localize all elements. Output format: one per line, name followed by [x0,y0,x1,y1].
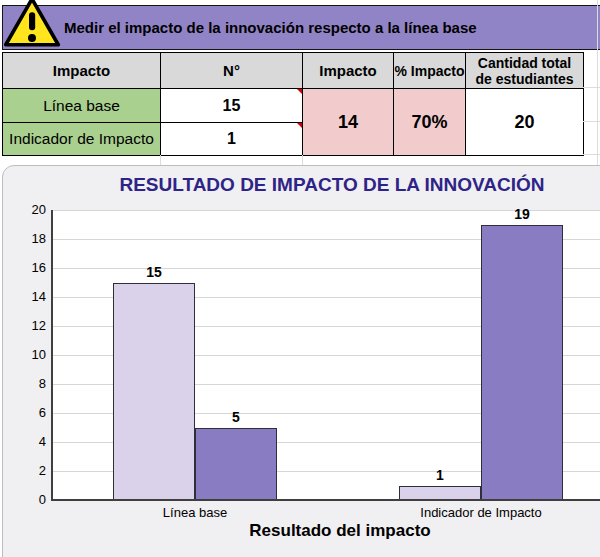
cell-indicador-impacto[interactable]: Indicador de Impacto [3,123,161,156]
category-label: Línea base [105,505,285,520]
y-tick-label: 2 [12,463,46,478]
grid-line [583,121,600,122]
y-tick-label: 10 [12,347,46,362]
header-impacto[interactable]: Impacto [3,53,161,89]
cell-total-estudiantes[interactable]: 20 [466,89,584,156]
bar-Línea base-s0 [113,283,195,501]
chart-title: RESULTADO DE IMPACTO DE LA INNOVACIÓN [52,174,600,196]
header-n[interactable]: N° [161,53,303,89]
spreadsheet-view: Medir el impacto de la innovación respec… [0,0,600,557]
cell-linea-base-n[interactable]: 15 [161,89,303,123]
y-tick-label: 14 [12,289,46,304]
cell-pct-impacto-value[interactable]: 70% [394,89,466,156]
comment-marker-icon [297,89,303,98]
cell-impacto-value[interactable]: 14 [303,89,394,156]
x-axis-line [51,499,600,501]
cell-linea-base[interactable]: Línea base [3,89,161,123]
y-tick-label: 16 [12,260,46,275]
grid-line [583,87,600,88]
banner-text: Medir el impacto de la innovación respec… [64,19,477,36]
header-pct-impacto[interactable]: % Impacto [394,53,466,89]
bar-value-label: 1 [418,467,462,483]
grid-line [302,155,303,165]
grid-line [597,0,598,165]
banner-title-cell[interactable]: Medir el impacto de la innovación respec… [2,5,600,50]
header-cantidad-total[interactable]: Cantidad total de estudiantes [466,53,584,89]
y-tick-label: 6 [12,405,46,420]
grid-line [160,155,161,165]
y-tick-label: 12 [12,318,46,333]
impact-table: Impacto N° Impacto % Impacto Cantidad to… [2,52,584,156]
warning-icon [3,0,61,51]
bar-value-label: 15 [132,264,176,280]
bar-value-label: 19 [500,206,544,222]
header-impacto-2[interactable]: Impacto [303,53,394,89]
grid-line [583,154,600,155]
bar-Indicador de Impacto-s0 [399,486,481,501]
y-tick-label: 4 [12,434,46,449]
bar-Indicador de Impacto-s1 [481,225,563,501]
y-tick-label: 8 [12,376,46,391]
bar-Línea base-s1 [195,428,277,501]
comment-marker-icon [297,123,303,132]
y-tick-label: 20 [12,202,46,217]
x-axis-title: Resultado del impacto [52,521,600,541]
y-tick-label: 0 [12,492,46,507]
y-tick-label: 18 [12,231,46,246]
category-label: Indicador de Impacto [391,505,571,520]
bar-value-label: 5 [214,409,258,425]
y-axis-line [51,210,53,501]
cell-indicador-impacto-n[interactable]: 1 [161,123,303,156]
